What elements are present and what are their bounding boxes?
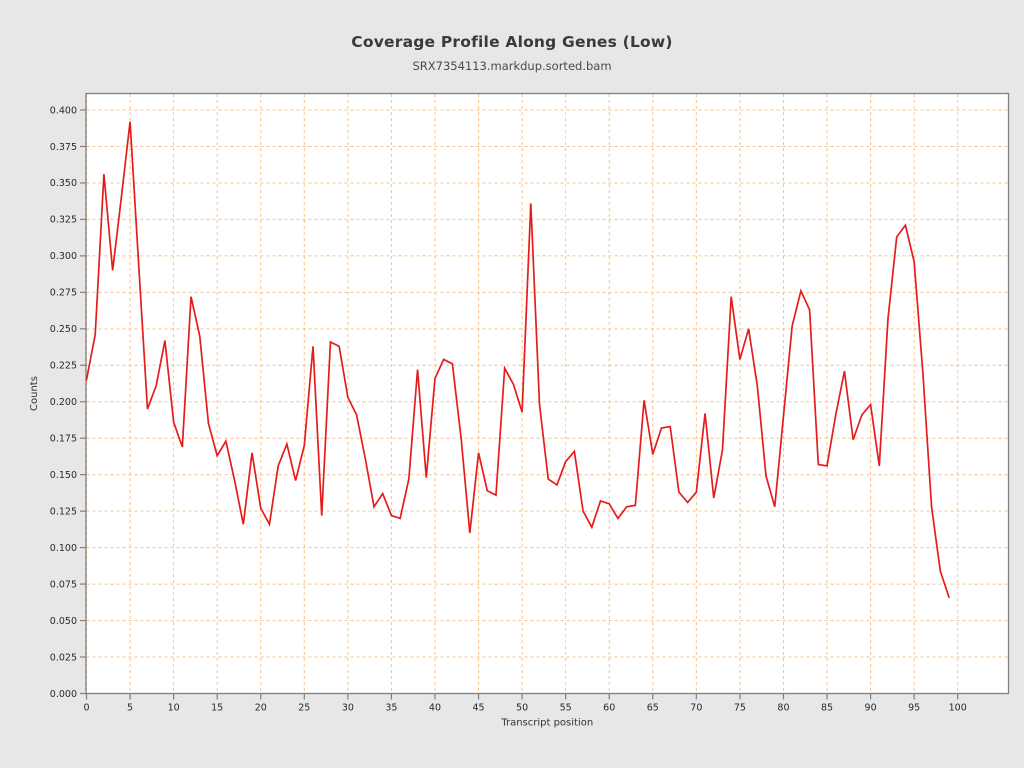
y-tick-label: 0.275 [50,288,77,299]
x-tick-label: 35 [385,703,397,714]
x-tick-label: 15 [211,703,223,714]
y-tick-label: 0.200 [50,397,77,408]
y-tick-label: 0.000 [50,689,77,700]
x-tick-label: 60 [603,703,615,714]
x-tick-label: 90 [865,703,877,714]
x-tick-label: 100 [949,703,967,714]
x-tick-label: 0 [83,703,89,714]
chart-title: Coverage Profile Along Genes (Low) [351,33,673,51]
plot-border [85,92,1010,695]
y-tick-label: 0.125 [50,506,77,517]
y-tick-label: 0.350 [50,178,77,189]
series-line [85,121,950,599]
y-axis-label: Counts [29,376,40,411]
y-tick-label: 0.250 [50,324,77,335]
y-tick-label: 0.150 [50,470,77,481]
x-tick-label: 55 [560,703,572,714]
y-tick-label: 0.050 [50,616,77,627]
x-tick-label: 95 [908,703,920,714]
y-tick-label: 0.225 [50,361,77,372]
y-tick-label: 0.375 [50,142,77,153]
y-tick-label: 0.300 [50,251,77,262]
axis-tick-labels: 0.000 0.025 0.050 0.075 0.100 0.125 0.150 0.175… [50,105,967,713]
x-axis-label: Transcript position [500,718,593,729]
gridlines [86,94,1008,694]
y-tick-label: 0.325 [50,215,77,226]
x-tick-label: 30 [342,703,354,714]
x-tick-label: 80 [777,703,789,714]
x-tick-label: 75 [734,703,746,714]
y-tick-label: 0.400 [50,105,77,116]
x-tick-label: 70 [690,703,702,714]
x-tick-label: 5 [127,703,133,714]
y-tick-label: 0.175 [50,434,77,445]
x-tick-label: 65 [647,703,659,714]
y-tick-label: 0.075 [50,579,77,590]
x-tick-label: 20 [255,703,267,714]
y-tick-label: 0.025 [50,652,77,663]
x-tick-label: 40 [429,703,441,714]
x-tick-label: 45 [472,703,484,714]
x-tick-label: 25 [298,703,310,714]
x-tick-label: 50 [516,703,528,714]
plot-area [86,93,1009,694]
x-tick-label: 85 [821,703,833,714]
chart-subtitle: SRX7354113.markdup.sorted.bam [412,59,612,73]
axis-ticks [80,109,959,700]
y-tick-label: 0.100 [50,543,77,554]
x-tick-label: 10 [168,703,180,714]
